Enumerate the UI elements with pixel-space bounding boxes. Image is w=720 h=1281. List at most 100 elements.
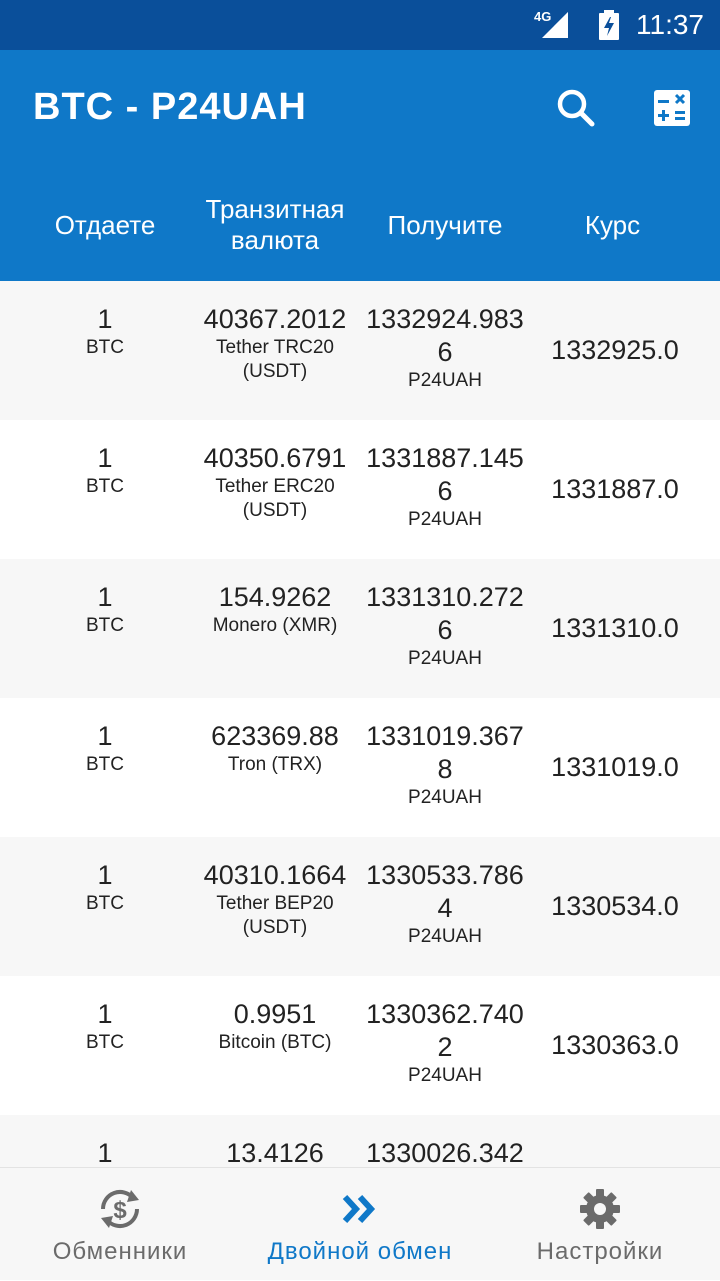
- give-cell: 1 BTC: [30, 698, 180, 837]
- give-currency: BTC: [86, 893, 124, 914]
- get-cell: 1330026.342: [360, 1115, 530, 1167]
- transit-currency: Tron (TRX): [227, 754, 323, 775]
- exchange-row[interactable]: 1 BTC 40367.2012 Tether TRC20 (USDT) 133…: [0, 281, 720, 420]
- transit-cell: 154.9262 Monero (XMR): [190, 559, 360, 698]
- give-amount: 1: [97, 582, 113, 612]
- exchange-list[interactable]: 1 BTC 40367.2012 Tether TRC20 (USDT) 133…: [0, 281, 720, 1167]
- exchange-row[interactable]: 1 BTC 623369.88 Tron (TRX) 1331019.3678 …: [0, 698, 720, 837]
- svg-text:$: $: [113, 1197, 127, 1224]
- give-currency: BTC: [86, 476, 124, 497]
- column-header-transit: Транзитная валюта: [205, 194, 345, 255]
- transit-cell: 13.4126: [190, 1115, 360, 1167]
- give-currency: BTC: [86, 337, 124, 358]
- get-amount: 1332924.9836: [366, 304, 524, 367]
- transit-amount: 40367.2012: [203, 304, 347, 334]
- give-amount: 1: [97, 721, 113, 751]
- give-amount: 1: [97, 304, 113, 334]
- give-cell: 1 BTC: [30, 281, 180, 420]
- nav-double-exchange[interactable]: Двойной обмен: [240, 1168, 480, 1281]
- rate-value: 1332925.0: [551, 335, 679, 365]
- transit-amount: 0.9951: [233, 999, 317, 1029]
- get-cell: 1331887.1456 P24UAH: [360, 420, 530, 559]
- transit-cell: 623369.88 Tron (TRX): [190, 698, 360, 837]
- double-chevron-right-icon: [342, 1194, 376, 1224]
- get-currency: P24UAH: [408, 926, 482, 947]
- give-amount: 1: [97, 860, 113, 890]
- transit-cell: 0.9951 Bitcoin (BTC): [190, 976, 360, 1115]
- rate-value: 1331019.0: [551, 752, 679, 782]
- exchange-row[interactable]: 1 BTC 0.9951 Bitcoin (BTC) 1330362.7402 …: [0, 976, 720, 1115]
- transit-amount: 40310.1664: [203, 860, 347, 890]
- get-amount: 1331887.1456: [366, 443, 524, 506]
- transit-amount: 13.4126: [226, 1138, 324, 1167]
- give-currency: BTC: [86, 615, 124, 636]
- give-cell: 1 BTC: [30, 420, 180, 559]
- search-icon: [557, 89, 595, 127]
- transit-amount: 623369.88: [211, 721, 339, 751]
- rate-cell: 1331310.0: [530, 559, 700, 698]
- get-cell: 1330362.7402 P24UAH: [360, 976, 530, 1115]
- give-cell: 1 BTC: [30, 559, 180, 698]
- get-currency: P24UAH: [408, 648, 482, 669]
- page-title: BTC - P24UAH: [33, 86, 307, 128]
- get-amount: 1330533.7864: [366, 860, 524, 923]
- exchange-row[interactable]: 1 BTC 40310.1664 Tether BEP20 (USDT) 133…: [0, 837, 720, 976]
- exchange-row[interactable]: 1 13.4126 1330026.342: [0, 1115, 720, 1167]
- column-header-get: Получите: [387, 209, 503, 240]
- get-currency: P24UAH: [408, 509, 482, 530]
- app-bar: BTC - P24UAH Отдаете Транзитная валюта П…: [0, 50, 720, 281]
- rate-cell: 1330534.0: [530, 837, 700, 976]
- give-cell: 1: [30, 1115, 180, 1167]
- transit-currency: Tether ERC20 (USDT): [215, 476, 335, 521]
- transit-amount: 154.9262: [218, 582, 332, 612]
- column-header-rate: Курс: [584, 209, 641, 240]
- transit-amount: 40350.6791: [203, 443, 347, 473]
- rate-cell: 1332925.0: [530, 281, 700, 420]
- calculator-icon: [654, 90, 690, 126]
- get-currency: P24UAH: [408, 787, 482, 808]
- get-currency: P24UAH: [408, 370, 482, 391]
- nav-label: Настройки: [536, 1238, 664, 1265]
- get-amount: 1330362.7402: [366, 999, 524, 1062]
- transit-currency: Tether BEP20 (USDT): [216, 893, 334, 938]
- transit-currency: Tether TRC20 (USDT): [216, 337, 334, 382]
- column-header-give: Отдаете: [54, 209, 156, 240]
- clock: 11:37: [636, 9, 704, 40]
- exchange-row[interactable]: 1 BTC 154.9262 Monero (XMR) 1331310.2726…: [0, 559, 720, 698]
- nav-settings[interactable]: Настройки: [480, 1168, 720, 1281]
- transit-cell: 40310.1664 Tether BEP20 (USDT): [190, 837, 360, 976]
- status-bar: 4G 11:37: [0, 0, 720, 50]
- get-cell: 1332924.9836 P24UAH: [360, 281, 530, 420]
- get-amount: 1330026.342: [366, 1138, 524, 1167]
- rate-value: 1330534.0: [551, 891, 679, 921]
- calculator-button[interactable]: [648, 84, 696, 132]
- rate-value: 1331310.0: [551, 613, 679, 643]
- get-cell: 1331019.3678 P24UAH: [360, 698, 530, 837]
- bottom-navigation: $ Обменники Двойной обмен Настрой: [0, 1167, 720, 1280]
- nav-label: Обменники: [52, 1238, 188, 1265]
- rate-cell: 1331887.0: [530, 420, 700, 559]
- transit-cell: 40350.6791 Tether ERC20 (USDT): [190, 420, 360, 559]
- network-type: 4G: [534, 9, 552, 24]
- transit-cell: 40367.2012 Tether TRC20 (USDT): [190, 281, 360, 420]
- transit-currency: Monero (XMR): [212, 615, 338, 636]
- give-currency: BTC: [86, 1032, 124, 1053]
- give-currency: BTC: [86, 754, 124, 775]
- give-amount: 1: [97, 443, 113, 473]
- transit-currency: Bitcoin (BTC): [218, 1032, 332, 1053]
- give-amount: 1: [97, 999, 113, 1029]
- search-button[interactable]: [552, 84, 600, 132]
- rate-value: 1330363.0: [551, 1030, 679, 1060]
- get-amount: 1331310.2726: [366, 582, 524, 645]
- gear-icon: [580, 1189, 620, 1229]
- get-currency: P24UAH: [408, 1065, 482, 1086]
- exchange-row[interactable]: 1 BTC 40350.6791 Tether ERC20 (USDT) 133…: [0, 420, 720, 559]
- signal-icon: 4G: [534, 10, 570, 40]
- rate-value: 1331887.0: [551, 474, 679, 504]
- rate-cell: 1331019.0: [530, 698, 700, 837]
- get-cell: 1331310.2726 P24UAH: [360, 559, 530, 698]
- rate-cell: 1330363.0: [530, 976, 700, 1115]
- give-cell: 1 BTC: [30, 837, 180, 976]
- exchange-dollar-icon: $: [100, 1189, 140, 1229]
- nav-exchangers[interactable]: $ Обменники: [0, 1168, 240, 1281]
